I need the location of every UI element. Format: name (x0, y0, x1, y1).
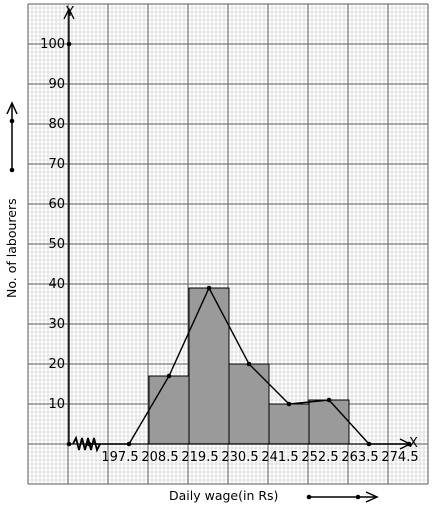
histogram-bar (268, 403, 310, 445)
y-axis-arrow (63, 7, 75, 20)
y-tick-label: 90 (48, 77, 65, 92)
tick-labels: 10 20 30 40 50 60 70 80 90 100 197.5 208.5 219.5 230.… (40, 37, 418, 465)
y-tick-label: 40 (48, 277, 65, 292)
histogram-bar (188, 287, 230, 445)
y-axis-letter: Y (65, 5, 74, 20)
frequency-polygon (86, 285, 412, 447)
y-tick-label: 80 (48, 117, 65, 132)
y-axis-title: No. of labourers (4, 198, 19, 298)
axes (63, 7, 412, 453)
polygon-point (166, 373, 172, 379)
x-tick-label: 263.5 (341, 450, 378, 465)
x-axis-arrow (399, 438, 412, 450)
y-tick-label: 10 (48, 397, 65, 412)
x-tick-label: 208.5 (141, 450, 178, 465)
y-tick-label: 70 (48, 157, 65, 172)
axis-break (72, 435, 101, 453)
x-tick-label: 274.5 (381, 450, 418, 465)
x-tick-label: 197.5 (101, 450, 138, 465)
y-tick-label: 50 (48, 237, 65, 252)
histogram-bar (148, 375, 190, 445)
polygon-point (286, 401, 292, 407)
x-axis-title: Daily wage(in Rs) (169, 488, 278, 503)
y-top-point (66, 41, 72, 47)
histogram-bar (308, 399, 350, 445)
x-axis-letter: X (409, 436, 418, 451)
y-tick-label: 30 (48, 317, 65, 332)
x-tick-label: 241.5 (261, 450, 298, 465)
x-tick-label: 252.5 (301, 450, 338, 465)
right-arrow-icon (306, 491, 379, 503)
histogram-bar (228, 363, 270, 445)
up-arrow-icon (6, 101, 18, 173)
origin-point (66, 441, 72, 447)
polygon-point (206, 285, 212, 291)
x-tick-label: 230.5 (221, 450, 258, 465)
y-tick-label: 60 (48, 197, 65, 212)
y-tick-label: 100 (40, 37, 65, 52)
polygon-point (326, 397, 332, 403)
y-tick-label: 20 (48, 357, 65, 372)
polygon-point (246, 361, 252, 367)
x-tick-label: 219.5 (181, 450, 218, 465)
